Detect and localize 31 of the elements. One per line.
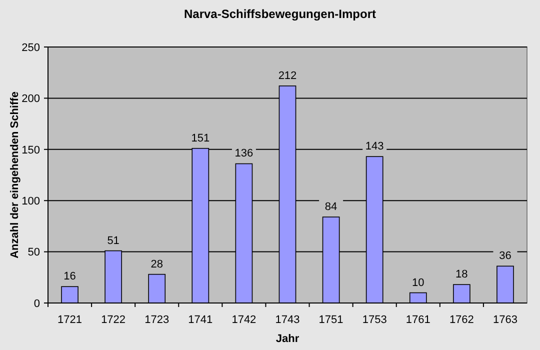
y-tick-label: 150 <box>22 144 40 156</box>
data-label: 18 <box>456 268 468 281</box>
x-tick-label: 1741 <box>188 314 213 326</box>
data-label: 136 <box>234 148 254 160</box>
data-label: 51 <box>107 234 120 247</box>
y-tick-label: 250 <box>22 42 40 54</box>
x-tick-label: 1742 <box>232 314 256 326</box>
x-tick-label: 1722 <box>101 314 126 326</box>
data-label: 10 <box>412 276 424 289</box>
y-tick-label: 100 <box>22 195 40 208</box>
data-label: 143 <box>365 140 384 153</box>
x-tick-label: 1753 <box>362 314 387 326</box>
x-tick-label: 1723 <box>144 314 170 326</box>
x-tick-label: 1721 <box>58 314 82 326</box>
x-tick-label: 1761 <box>406 314 430 326</box>
data-label: 84 <box>324 200 338 213</box>
data-label: 16 <box>64 270 76 283</box>
data-label: 36 <box>499 250 512 262</box>
y-tick-label: 0 <box>34 298 40 310</box>
x-tick-label: 1743 <box>275 314 300 326</box>
data-label: 212 <box>278 70 297 82</box>
x-axis-title: Jahr <box>276 333 300 345</box>
chart-title: Narva-Schiffsbewegungen-Import <box>184 7 376 21</box>
data-label: 151 <box>191 132 210 144</box>
x-tick-label: 1762 <box>449 314 474 326</box>
y-tick-label: 50 <box>28 246 40 259</box>
data-label: 28 <box>150 258 163 270</box>
y-axis-title: Anzahl der eingehenden Schiffe <box>9 92 21 258</box>
x-tick-label: 1763 <box>492 314 518 326</box>
y-tick-label: 200 <box>22 93 40 106</box>
x-tick-label: 1751 <box>318 314 344 326</box>
